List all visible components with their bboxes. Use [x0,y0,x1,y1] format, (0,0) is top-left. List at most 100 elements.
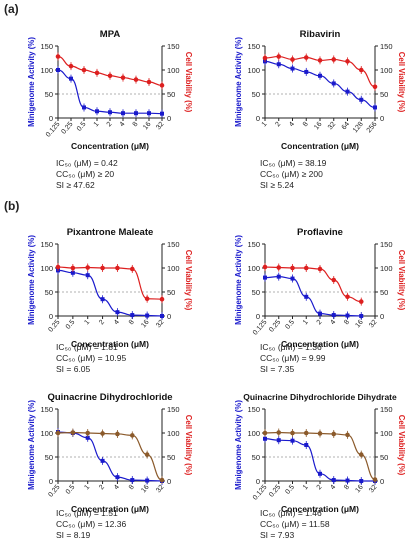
minigenome-activity-point [115,475,120,480]
minigenome-activity-point [318,471,322,476]
minigenome-activity-point [121,111,125,116]
cell-viability-point [331,277,337,283]
minigenome-activity-point [290,276,295,281]
cell-viability-point [331,431,337,437]
chart-svg: Pixantrone Maleate0501001500501001500.25… [27,227,193,349]
chart-title: Quinacrine Dihydrochloride Dihydrate [243,392,397,402]
stats-block-quinacrine-dihydrate: IC₅₀ (μM) = 1.46 CC₅₀ (μM) = 11.58 SI = … [260,508,330,541]
chart-svg: Quinacrine Dihydrochloride 0 50 100 150 0 50 10… [27,392,193,514]
cell-viability-point [276,430,282,435]
minigenome-activity-point [95,109,99,114]
ic50-label: IC₅₀ (μM) = 1.81 [56,342,118,352]
minigenome-activity-point [82,105,86,110]
y-tick-label-left: 150 [247,405,260,414]
x-tick-label: 2 [274,121,282,129]
cell-viability-point [372,84,378,90]
y-tick-label-left: 150 [40,42,53,51]
minigenome-activity-point [331,313,336,318]
chart-svg: Ribavirin 0 50 100 150 0 50 100 150 1 2 4 8 16 32 64 128… [234,29,406,151]
x-tick-label: 2 [98,484,106,492]
y-axis-title-left: Minigenome Activity (%) [27,37,36,127]
y-axis-title-right: Cell Viability (%) [184,415,193,476]
cc50-label: CC₅₀ (μM) ≥ 200 [260,169,323,179]
minigenome-activity-point [345,478,350,483]
y-tick-label-right: 0 [167,114,171,123]
si-label: SI = 7.93 [260,530,295,540]
chart-title: Quinacrine Dihydrochloride [47,392,172,403]
stats-block-quinacrine: IC₅₀ (μM) = 1.51 CC₅₀ (μM) = 12.36 SI = … [56,508,126,541]
si-label: SI ≥ 47.62 [56,180,95,190]
x-tick-label: 32 [155,484,165,495]
x-tick-label: 0.125 [252,319,269,337]
cell-viability-point [358,67,364,73]
minigenome-activity-point [276,274,281,279]
chart-title: Ribavirin [300,29,341,40]
si-label: SI = 8.19 [56,530,91,540]
y-tick-label-left: 0 [256,477,260,486]
cell-viability-point [303,55,309,60]
minigenome-activity-point [70,270,75,275]
y-axis-title-left: Minigenome Activity (%) [234,400,243,490]
y-tick-label-left: 100 [40,66,53,75]
chart-title: MPA [100,29,121,40]
cell-viability-point [345,59,350,64]
x-tick-label: 32 [327,121,337,132]
y-tick-label-left: 50 [252,90,260,99]
cell-viability-point [81,67,87,73]
y-tick-label-right: 100 [380,264,393,273]
cell-viability-point [115,431,120,437]
cell-viability-point [317,58,323,63]
cell-viability-point [120,75,126,80]
section-label-b: (b) [4,199,20,213]
minigenome-activity-point [276,438,281,443]
minigenome-activity-point [160,314,164,318]
y-axis-title-right: Cell Viability (%) [184,250,193,311]
minigenome-activity-point [318,311,322,316]
cell-viability-point [358,299,364,304]
minigenome-activity-point [318,73,322,78]
y-axis-title-left: Minigenome Activity (%) [234,235,243,325]
cc50-label: CC₅₀ (μM) = 10.95 [56,353,127,363]
cc50-label: CC₅₀ (μM) = 12.36 [56,519,127,529]
y-tick-label-left: 50 [45,453,53,462]
x-tick-label: 0.5 [65,319,77,331]
section-label-a: (a) [4,2,19,16]
x-tick-label: 4 [113,484,121,492]
y-tick-label-right: 50 [380,90,388,99]
minigenome-activity-point [276,62,281,67]
chart-panel-mpa: MPA 0 50 100 150 0 50 100 150 0.125 0.25 0.5 1 2 4 8 16 3… [0,22,200,172]
y-tick-label-right: 100 [167,66,180,75]
cell-viability-point [317,266,323,272]
x-tick-label: 2 [316,484,324,492]
minigenome-activity-point [359,479,364,483]
cell-viability-point [144,296,150,302]
cell-viability-point [133,77,139,82]
minigenome-activity-point [85,435,90,440]
cell-viability-point [159,296,165,302]
x-tick-label: 4 [119,121,127,129]
cell-viability-point [115,265,120,271]
x-tick-label: 0.25 [268,319,282,334]
y-tick-label-right: 0 [380,477,384,486]
cell-viability-point [55,54,61,59]
minigenome-activity-point [130,313,135,318]
minigenome-activity-point [145,478,150,483]
x-tick-label: 2 [98,319,106,327]
cell-viability-point [68,63,74,69]
y-tick-label-right: 0 [380,114,384,123]
x-tick-label: 0.5 [65,484,77,496]
x-tick-label: 0.125 [45,121,62,139]
y-tick-label-right: 150 [380,405,393,414]
cell-viability-point [345,294,350,300]
minigenome-activity-point [359,314,364,318]
minigenome-activity-curve [264,60,376,109]
y-tick-label-right: 100 [167,429,180,438]
cc50-label: CC₅₀ (μM) = 9.99 [260,353,326,363]
minigenome-activity-point [373,105,377,110]
y-tick-label-left: 50 [252,453,260,462]
cell-viability-point [107,73,113,79]
y-tick-label-left: 150 [247,42,260,51]
x-tick-label: 0.5 [284,319,296,331]
x-tick-label: 32 [368,319,378,330]
x-tick-label: 32 [368,484,378,495]
